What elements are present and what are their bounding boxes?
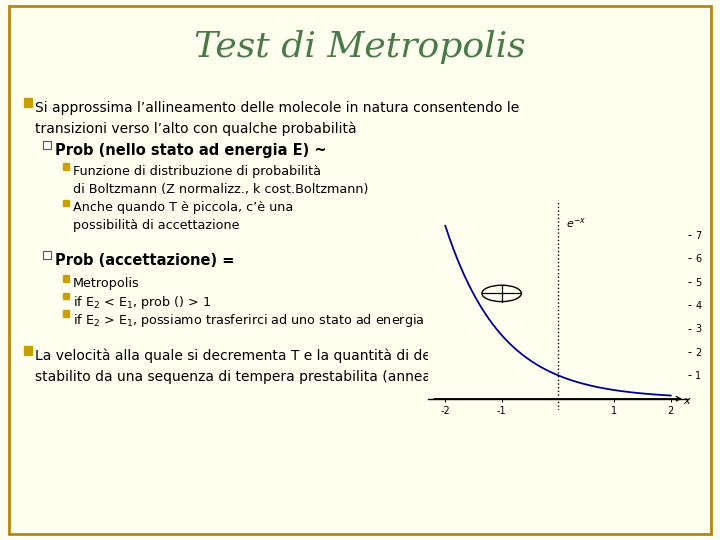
Bar: [63, 310, 69, 317]
Text: La velocità alla quale si decrementa T e la quantità di decremento è: La velocità alla quale si decrementa T e…: [35, 349, 510, 363]
Bar: [43, 141, 51, 148]
Text: transizioni verso l’alto con qualche probabilità: transizioni verso l’alto con qualche pro…: [35, 122, 356, 136]
Bar: [63, 275, 69, 281]
Text: $e^{\frac{-(\Delta E)}{kT}}$: $e^{\frac{-(\Delta E)}{kT}}$: [575, 250, 608, 273]
Text: $e^{-x}$: $e^{-x}$: [567, 216, 587, 230]
Bar: [63, 293, 69, 299]
Bar: [43, 251, 51, 259]
Text: di Boltzmann (Z normalizz., k cost.Boltzmann): di Boltzmann (Z normalizz., k cost.Boltz…: [73, 183, 368, 196]
Bar: [63, 200, 69, 206]
Text: if E$_2$ > E$_1$, possiamo trasferirci ad uno stato ad energia maggiore: if E$_2$ > E$_1$, possiamo trasferirci a…: [73, 312, 490, 329]
Text: Test di Metropolis: Test di Metropolis: [194, 30, 526, 64]
Bar: [24, 346, 32, 355]
Text: Funzione di distribuzione di probabilità: Funzione di distribuzione di probabilità: [73, 165, 320, 178]
Text: Prob (accettazione) =: Prob (accettazione) =: [55, 253, 240, 268]
Bar: [63, 164, 69, 170]
Text: Anche quando T è piccola, c’è una: Anche quando T è piccola, c’è una: [73, 201, 293, 214]
Text: Prob (nello stato ad energia E) ~: Prob (nello stato ad energia E) ~: [55, 143, 332, 158]
Bar: [24, 98, 32, 107]
Text: possibilità di accettazione: possibilità di accettazione: [73, 219, 239, 232]
Text: if E$_2$ < E$_1$, prob () > 1: if E$_2$ < E$_1$, prob () > 1: [73, 294, 211, 312]
Text: Metropolis: Metropolis: [73, 276, 140, 290]
Text: Si approssima l’allineamento delle molecole in natura consentendo le: Si approssima l’allineamento delle molec…: [35, 101, 519, 115]
Text: stabilito da una sequenza di tempera prestabilita (annealing schedule): stabilito da una sequenza di tempera pre…: [35, 370, 528, 384]
Text: x: x: [683, 396, 690, 406]
